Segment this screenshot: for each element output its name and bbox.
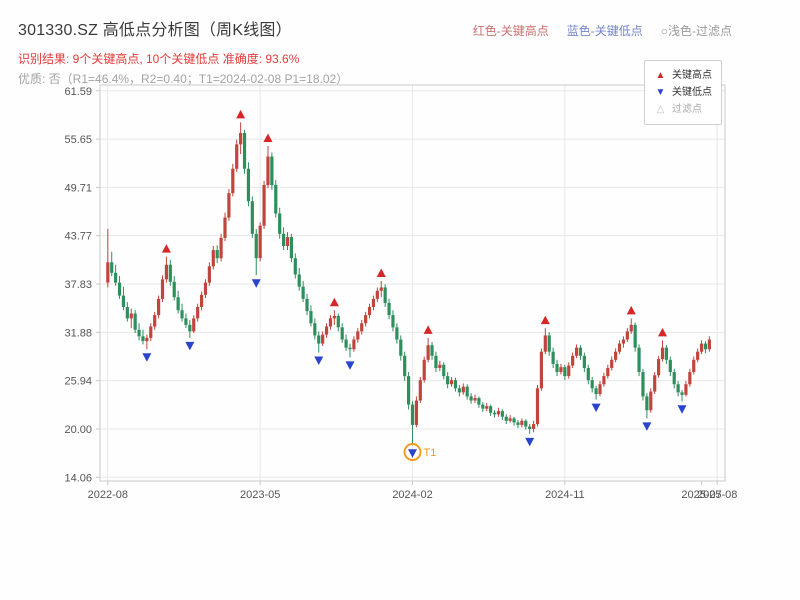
x-tick-label: 2024-11 — [545, 489, 585, 501]
plot-legend-item-filtered: △ 过滤点 — [654, 101, 712, 118]
y-tick-label: 25.94 — [64, 376, 92, 388]
x-tick-label: 2022-08 — [88, 489, 128, 501]
y-tick-label: 37.83 — [64, 279, 92, 291]
quality-metrics-text: 优质: 否（R1=46.4%，R2=0.40；T1=2024-02-08 P1=… — [18, 72, 349, 86]
filtered-triangle-icon: △ — [656, 104, 665, 115]
key-high-triangle-icon: ▲ — [655, 70, 666, 81]
y-tick-label: 43.77 — [64, 231, 92, 243]
filtered-legend-label: 过滤点 — [672, 104, 702, 115]
key-high-legend-label: 关键高点 — [672, 70, 712, 81]
x-tick-label: 2023-05 — [240, 489, 280, 501]
header-legend-key-high: 红色-关键高点 — [472, 24, 549, 38]
y-tick-label: 49.71 — [64, 182, 92, 194]
header-legend-key-low: 蓝色-关键低点 — [566, 24, 643, 38]
t1-circle — [403, 443, 422, 462]
y-tick-label: 55.65 — [64, 134, 92, 146]
recognition-result-text: 识别结果: 9个关键高点, 10个关键低点 准确度: 93.6% — [18, 52, 300, 66]
page-title: 301330.SZ 高低点分析图（周K线图） — [18, 22, 292, 39]
key-low-legend-label: 关键低点 — [672, 87, 712, 98]
y-tick-label: 31.88 — [64, 327, 92, 339]
header-legend-filtered: ○浅色-过滤点 — [660, 24, 732, 38]
t1-label: T1 — [424, 447, 437, 459]
header-legend: 红色-关键高点 蓝色-关键低点 ○浅色-过滤点 — [473, 22, 732, 39]
candles — [106, 122, 711, 446]
x-tick-label: 2025-07 — [681, 489, 721, 501]
y-tick-label: 14.06 — [64, 472, 92, 484]
plot-legend-item-key-low: ▼ 关键低点 — [654, 84, 712, 101]
plot-legend-item-key-high: ▲ 关键高点 — [654, 67, 712, 84]
x-tick-label: 2024-02 — [392, 489, 432, 501]
key-low-triangle-icon: ▼ — [655, 87, 666, 98]
axis-labels: 61.59 55.65 49.71 43.77 37.83 31.88 25.94 20.00… — [64, 86, 737, 501]
x-tick-label: 2025-08 — [697, 489, 737, 501]
plot-legend: ▲ 关键高点 ▼ 关键低点 △ 过滤点 — [644, 60, 722, 125]
y-tick-label: 61.59 — [64, 86, 92, 98]
y-tick-label: 20.00 — [64, 424, 92, 436]
key-high-markers — [161, 109, 667, 337]
key-low-markers — [142, 279, 687, 458]
